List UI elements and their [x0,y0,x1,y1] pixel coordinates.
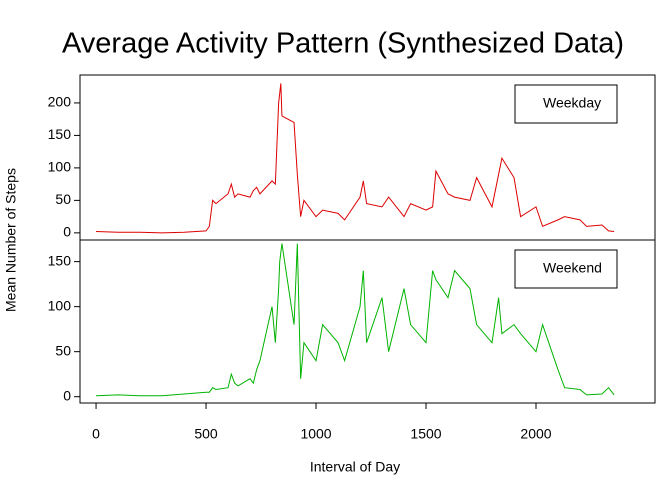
legend-label: Weekday [543,95,601,111]
y-tick-label: 100 [48,297,72,313]
legend-box [514,249,618,289]
y-tick-label: 150 [48,252,72,268]
x-tick-label: 0 [92,426,100,442]
y-tick-label: 50 [55,342,71,358]
y-tick-label: 50 [55,191,71,207]
y-tick-label: 100 [48,159,72,175]
legend-box [514,84,618,124]
y-tick-label: 200 [48,94,72,110]
x-tick-label: 1000 [300,426,331,442]
chart-title: Average Activity Pattern (Synthesized Da… [62,28,624,60]
x-tick-label: 2000 [520,426,551,442]
legend-label: Weekend [543,260,602,276]
x-tick-label: 1500 [410,426,441,442]
x-tick-label: 500 [194,426,218,442]
data-line [96,83,615,234]
data-line [96,243,615,397]
y-tick-label: 0 [63,387,71,403]
y-tick-label: 150 [48,126,72,142]
y-tick-label: 0 [63,224,71,240]
x-axis-label: Interval of Day [310,459,400,475]
plot-frame [79,239,656,404]
y-axis-label: Mean Number of Steps [3,168,19,312]
